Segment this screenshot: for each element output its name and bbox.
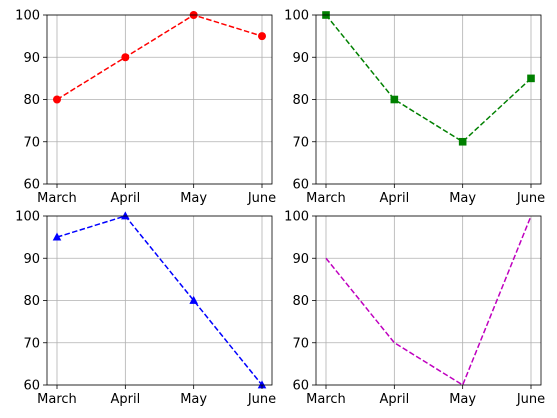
y-tick-label: 100 — [15, 9, 40, 24]
x-tick-label: June — [516, 392, 545, 407]
chart-panel-top-right: March April May June 60 70 80 90 100 — [284, 9, 545, 207]
series-line — [325, 215, 532, 387]
y-tick-label: 100 — [284, 210, 309, 225]
data-point-marker — [258, 32, 266, 41]
series-line — [325, 14, 532, 143]
y-tick-label: 60 — [23, 379, 40, 394]
y-tick-label: 80 — [23, 93, 40, 108]
x-tick-label: May — [449, 392, 476, 407]
x-tick-label: June — [247, 392, 276, 407]
x-tick-label: April — [379, 191, 409, 206]
x-tick-label: June — [516, 191, 545, 206]
y-tick-label: 90 — [23, 252, 40, 267]
data-point-marker — [257, 380, 267, 389]
x-tick-label: May — [449, 191, 476, 206]
x-tick-label: March — [306, 392, 346, 407]
y-tick-label: 80 — [292, 294, 309, 309]
x-tick-label: April — [110, 392, 140, 407]
x-tick-label: May — [180, 392, 207, 407]
chart-panel-top-left: March April May June 60 70 80 90 100 — [15, 9, 276, 207]
y-tick-label: 80 — [23, 294, 40, 309]
chart-panel-bottom-left: March April May June 60 70 80 90 100 — [15, 210, 276, 408]
x-tick-label: June — [247, 191, 276, 206]
x-tick-label: April — [110, 191, 140, 206]
y-tick-label: 70 — [23, 135, 40, 150]
series-line — [56, 14, 263, 101]
x-tick-label: April — [379, 392, 409, 407]
data-point-marker — [189, 295, 198, 304]
y-tick-label: 60 — [23, 178, 40, 193]
data-point-marker — [527, 74, 535, 83]
x-tick-label: May — [180, 191, 207, 206]
data-point-marker — [121, 211, 130, 220]
data-point-marker — [52, 232, 62, 241]
data-point-marker — [53, 95, 61, 104]
y-tick-label: 60 — [292, 178, 309, 193]
y-tick-label: 70 — [292, 336, 309, 351]
x-tick-label: March — [306, 191, 346, 206]
data-point-marker — [121, 53, 130, 62]
y-tick-label: 70 — [292, 135, 309, 150]
y-tick-label: 90 — [292, 51, 309, 66]
y-tick-label: 100 — [15, 210, 40, 225]
x-tick-label: March — [37, 191, 77, 206]
y-tick-label: 90 — [23, 51, 40, 66]
y-tick-label: 80 — [292, 93, 309, 108]
data-point-marker — [390, 95, 399, 104]
y-tick-label: 90 — [292, 252, 309, 267]
series-line — [56, 215, 263, 386]
y-tick-label: 100 — [284, 9, 309, 24]
data-point-marker — [458, 137, 467, 146]
x-tick-label: March — [37, 392, 77, 407]
y-tick-label: 70 — [23, 336, 40, 351]
y-tick-label: 60 — [292, 379, 309, 394]
chart-panel-bottom-right: March April May June 60 70 80 90 100 — [284, 210, 545, 408]
